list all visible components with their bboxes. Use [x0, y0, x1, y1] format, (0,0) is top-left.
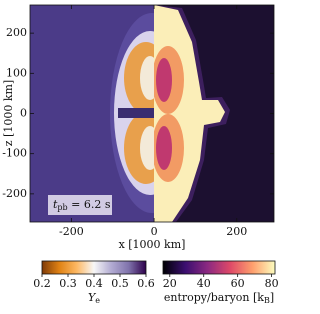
y-tick-label: -200 [2, 187, 27, 200]
annotation: tpb = 6.2 s [53, 198, 111, 212]
x-tick-label: 200 [226, 225, 247, 238]
colorbar-tick-label: 0.5 [111, 277, 129, 290]
colorbar-label-suffix: ] [270, 291, 274, 304]
x-axis-label: x [1000 km] [119, 238, 186, 251]
colorbar-tick-label: 60 [231, 277, 245, 290]
colorbar-label-symbol: Y [88, 291, 97, 304]
simulation-image [30, 5, 274, 222]
entropy-half [154, 5, 274, 222]
colorbar-label-text: entropy/baryon [k [164, 291, 264, 304]
colorbar-tick-label: 0.4 [85, 277, 103, 290]
colorbar-tick-label: 40 [197, 277, 211, 290]
ye-half [30, 5, 154, 222]
colorbar-tick-label: 0.3 [59, 277, 77, 290]
y-tick-label: -100 [2, 147, 27, 160]
colorbar [162, 260, 276, 275]
annotation-box [48, 195, 112, 215]
annotation-subscript: pb [57, 203, 67, 212]
colorbar-label: entropy/baryon [kB] [164, 291, 274, 305]
annotation-text: = 6.2 s [68, 198, 111, 211]
colorbar-tick-label: 0.2 [33, 277, 51, 290]
x-tick-label: -200 [59, 225, 84, 238]
x-tick-label: 0 [151, 225, 158, 238]
y-tick-label: 200 [6, 26, 27, 39]
colorbar [41, 260, 147, 275]
colorbar-label: Ye [88, 291, 100, 305]
y-tick-label: 100 [6, 66, 27, 79]
colorbar-tick-label: 80 [265, 277, 278, 290]
y-axis-label: z [1000 km] [2, 80, 15, 146]
y-tick-label: 0 [20, 107, 27, 120]
annotation-symbol: t [53, 198, 58, 211]
colorbar-label-subscript: e [95, 296, 100, 305]
colorbar-tick-label: 20 [163, 277, 177, 290]
colorbar-tick-label: 0.6 [137, 277, 155, 290]
figure: tpb = 6.2 s x [1000 km] z [1000 km] Ye e… [2, 4, 279, 305]
colorbar-label-subscript: B [264, 296, 270, 305]
